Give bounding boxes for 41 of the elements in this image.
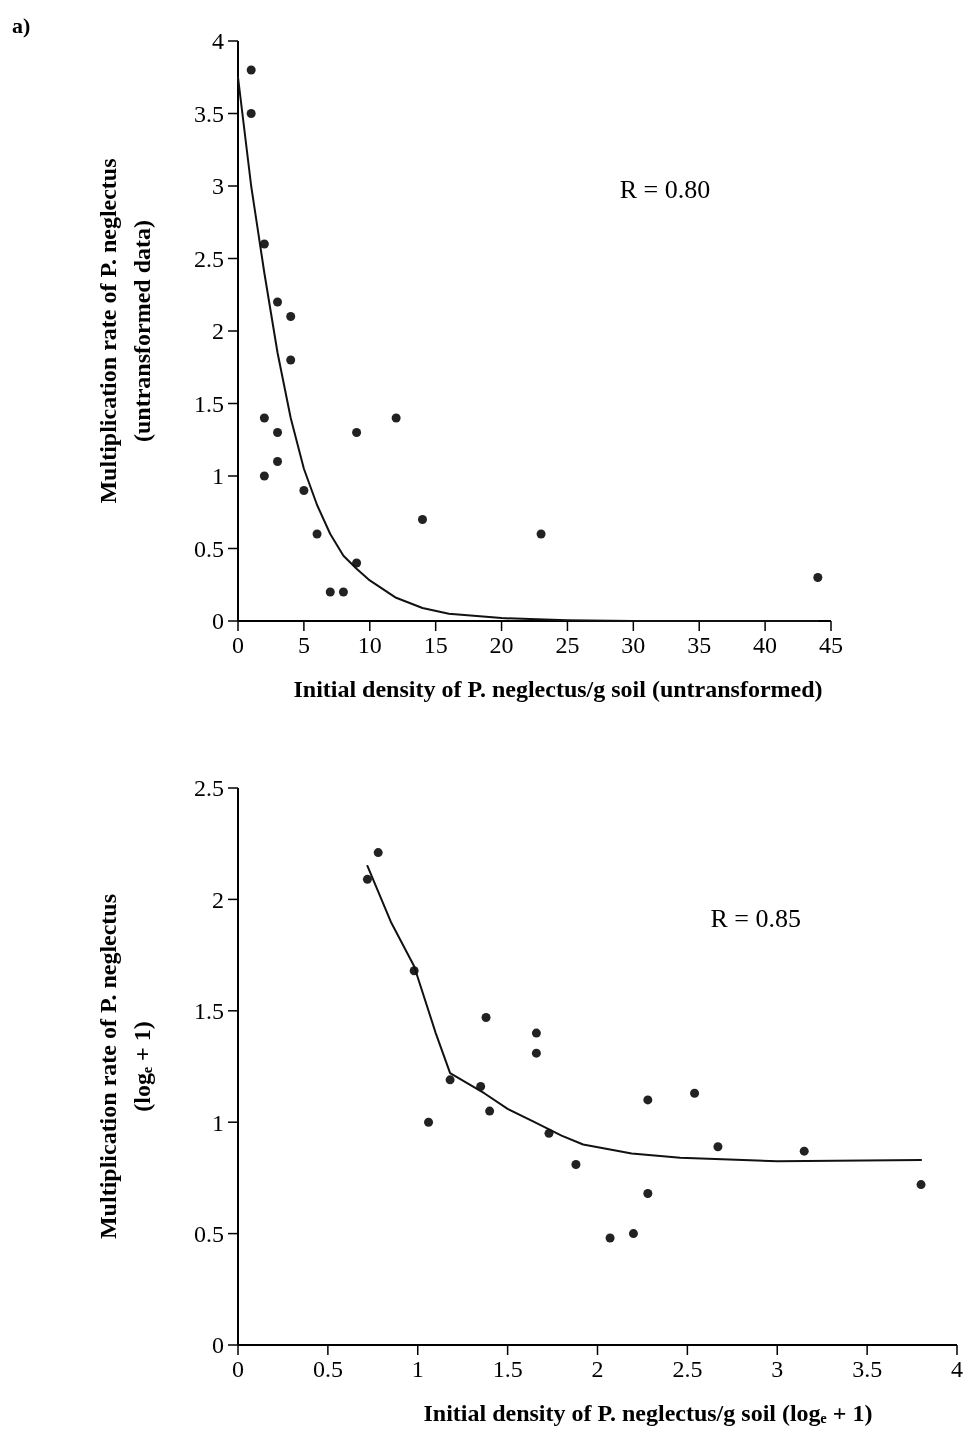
y-tick-label: 0 [212,1332,224,1359]
x-tick-label: 45 [819,632,843,658]
annotation: R = 0.80 [619,174,711,204]
y-axis-title: Multiplication rate of P. neglectus (logₑ + 1) [95,893,155,1240]
x-tick-label: 2.5 [672,1356,703,1382]
y-tick-label: 3 [212,173,224,200]
text: a) [12,13,31,38]
x-tick-label: 0 [232,632,244,658]
y-axis-title: Multiplication rate of P. neglectus (untransformed data) [95,158,155,504]
x-tick-label: 10 [357,632,382,658]
y-tick-label: 3.5 [194,100,224,127]
x-tick-label: 35 [687,632,712,658]
x-tick-label: 15 [423,632,448,658]
y-tick-label: 0.5 [194,1221,224,1247]
x-axis-title: Initial density of P. neglectus/g soil (logₑ + 1) [423,1400,873,1426]
x-tick-label: 30 [621,632,646,658]
x-tick-label: 1 [411,1356,424,1382]
x-tick-label: 0 [232,1356,244,1382]
y-tick-label: 1.5 [194,390,224,417]
x-tick-label: 2 [591,1356,604,1382]
y-tick-label: 2.5 [194,775,224,802]
y-tick-label: 2 [212,886,224,913]
x-tick-label: 1.5 [492,1356,523,1382]
x-tick-label: 3.5 [852,1356,883,1382]
annotation: R = 0.85 [710,904,801,934]
x-axis-title: Initial density of P. neglectus/g soil (untransformed) [293,676,823,702]
x-tick-label: 25 [555,632,580,658]
x-tick-label: 0.5 [312,1356,343,1382]
y-tick-label: 1 [212,1109,224,1136]
x-tick-label: 20 [489,632,514,658]
y-tick-label: 0 [212,608,224,635]
y-tick-label: 2 [212,318,224,345]
x-tick-label: 3 [771,1356,784,1382]
y-tick-label: 1.5 [194,998,224,1025]
y-tick-label: 4 [212,28,224,55]
y-tick-label: 1 [212,463,224,490]
y-tick-label: 0.5 [194,535,224,562]
x-tick-label: 5 [297,632,310,658]
y-tick-label: 2.5 [194,245,224,272]
x-tick-label: 4 [951,1356,963,1382]
x-tick-label: 40 [753,632,778,658]
